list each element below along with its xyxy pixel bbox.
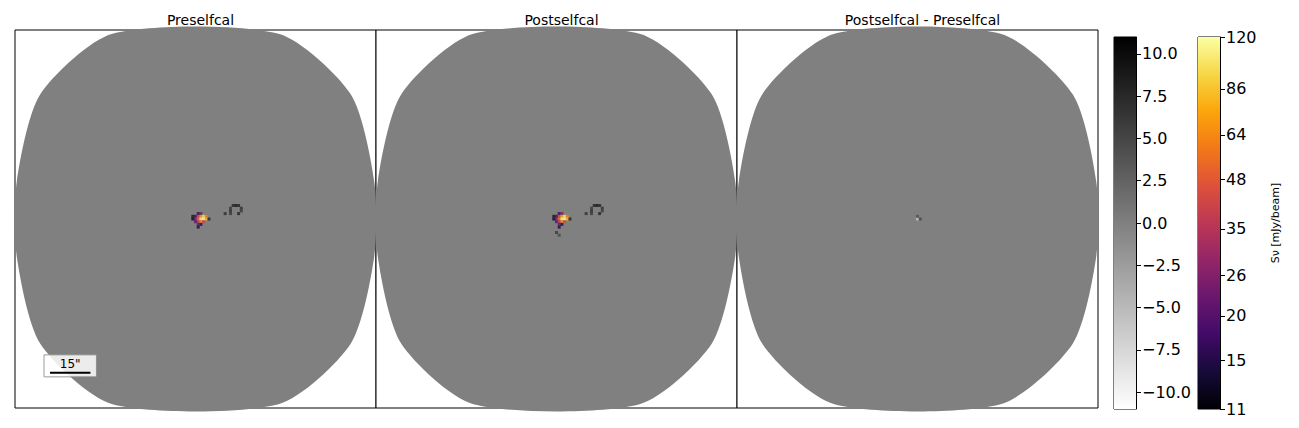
svg-text:11: 11 (1226, 400, 1246, 419)
svg-text:Postselfcal: Postselfcal (524, 12, 598, 28)
svg-text:2.5: 2.5 (1142, 171, 1167, 190)
svg-text:26: 26 (1226, 266, 1246, 285)
svg-text:0.0: 0.0 (1142, 214, 1167, 233)
svg-text:10.0: 10.0 (1142, 44, 1178, 63)
svg-text:−2.5: −2.5 (1142, 256, 1181, 275)
svg-text:Postselfcal - Preselfcal: Postselfcal - Preselfcal (845, 12, 1000, 28)
svg-text:35: 35 (1226, 219, 1246, 238)
svg-text:−7.5: −7.5 (1142, 340, 1181, 359)
svg-text:64: 64 (1226, 125, 1246, 144)
svg-text:20: 20 (1226, 306, 1246, 325)
svg-text:120: 120 (1226, 28, 1257, 47)
svg-text:−5.0: −5.0 (1142, 298, 1181, 317)
svg-text:15: 15 (1226, 351, 1246, 370)
svg-text:86: 86 (1226, 79, 1246, 98)
svg-text:Sν [mJy/beam]: Sν [mJy/beam] (1269, 183, 1282, 264)
svg-text:Preselfcal: Preselfcal (167, 12, 234, 28)
svg-text:15": 15" (60, 357, 81, 371)
svg-text:7.5: 7.5 (1142, 87, 1167, 106)
svg-text:48: 48 (1226, 170, 1246, 189)
svg-text:−10.0: −10.0 (1142, 383, 1191, 402)
svg-text:5.0: 5.0 (1142, 129, 1167, 148)
